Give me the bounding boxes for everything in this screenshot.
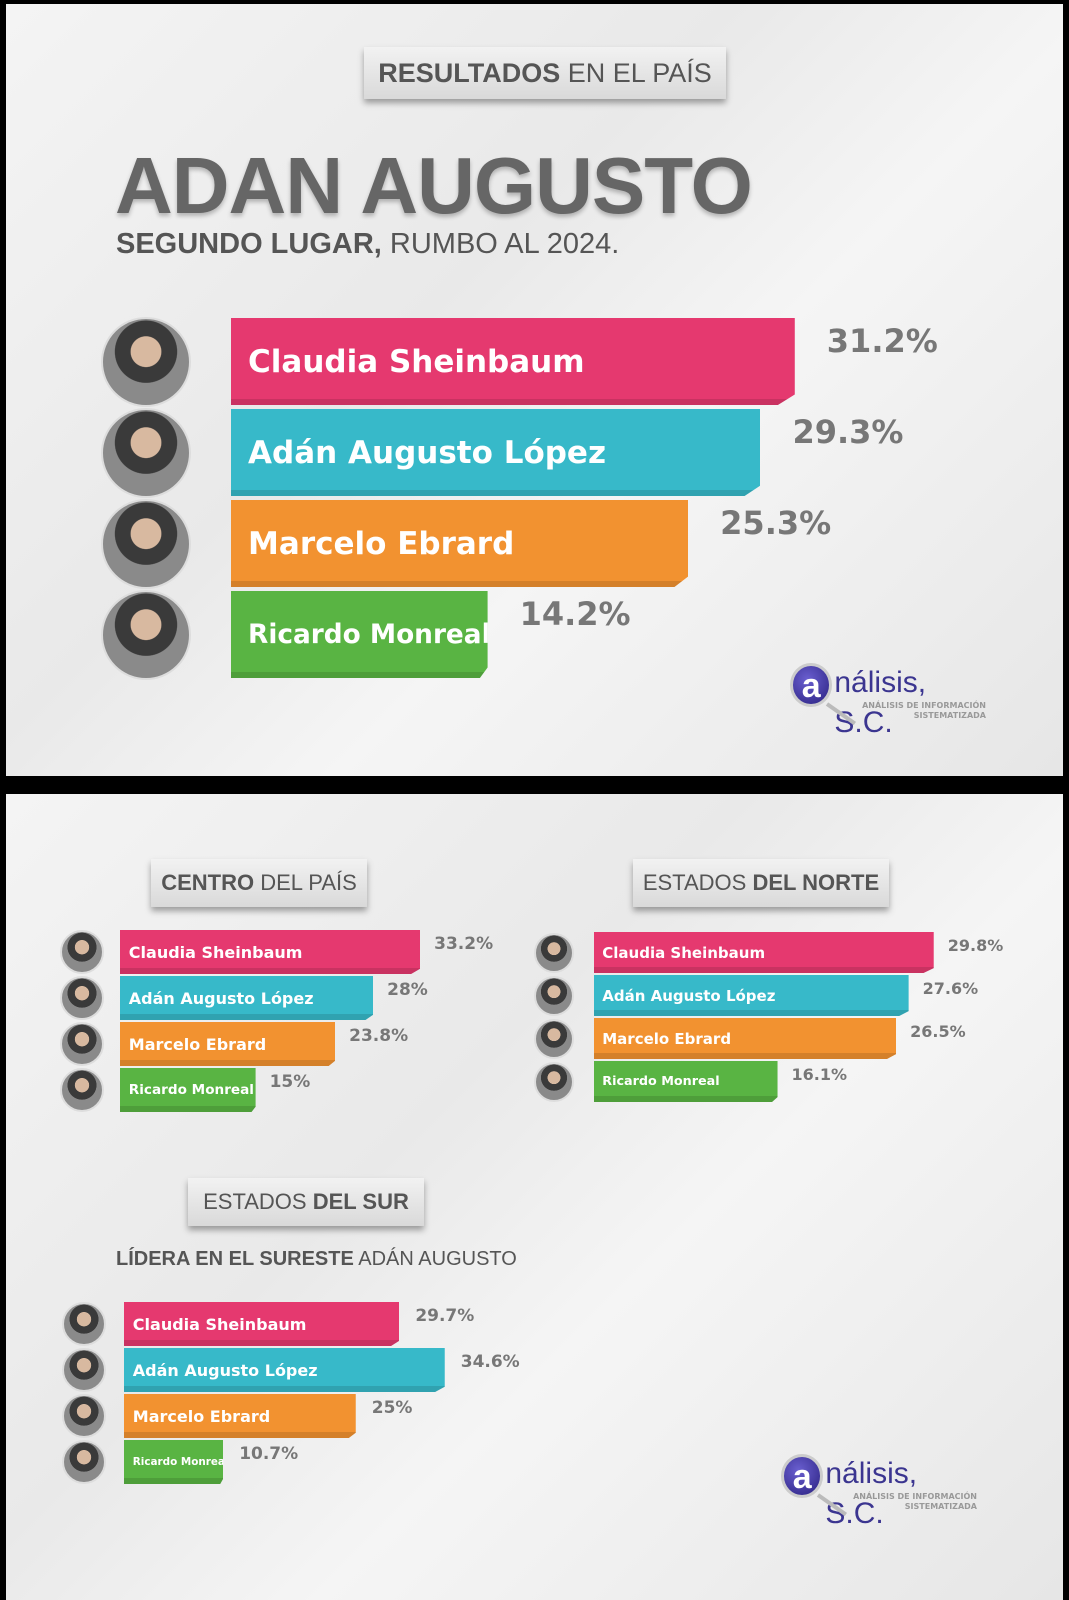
candidate-photo	[534, 1061, 574, 1102]
logo-name: nálisis, S.C.	[834, 666, 927, 739]
tag-normal: DEL PAÍS	[254, 870, 357, 895]
data-label: 23.8%	[349, 1026, 409, 1046]
centro-tag: CENTRO DEL PAÍS	[151, 859, 367, 907]
data-label: 14.2%	[519, 595, 631, 633]
bar-claudia-sheinbaum: Claudia Sheinbaum	[120, 930, 421, 974]
tag-bold: DEL NORTE	[752, 870, 880, 895]
candidate-photo	[534, 975, 574, 1016]
tag-normal: ESTADOS	[642, 870, 753, 895]
bar-label: Claudia Sheinbaum	[248, 343, 585, 380]
tag-bold: RESULTADOS	[378, 58, 561, 88]
bar-label: Marcelo Ebrard	[132, 1406, 271, 1426]
data-label: 34.6%	[460, 1352, 520, 1372]
bar-label: Adán Augusto López	[602, 986, 776, 1005]
data-label: 29.7%	[415, 1306, 475, 1326]
data-label: 28%	[387, 980, 428, 1000]
logo-tagline: ANÁLISIS DE INFORMACIÓN SISTEMATIZADA	[853, 1492, 977, 1511]
bar-ricardo-monreal: Ricardo Monreal	[231, 591, 488, 678]
page-subtitle: SEGUNDO LUGAR, RUMBO AL 2024.	[116, 228, 619, 261]
bar-marcelo-ebrard: Marcelo Ebrard	[120, 1022, 336, 1066]
logo-name: nálisis, S.C.	[825, 1457, 918, 1530]
subtitle-normal: RUMBO AL 2024.	[381, 228, 620, 260]
magnifier-logo-icon: a	[790, 663, 833, 707]
bar-label: Claudia Sheinbaum	[128, 942, 303, 962]
candidate-photo	[62, 1348, 106, 1392]
bar-label: Marcelo Ebrard	[248, 525, 515, 562]
data-label: 31.2%	[826, 322, 938, 360]
tag-normal: ESTADOS	[203, 1189, 313, 1214]
bar-label: Adán Augusto López	[132, 1360, 318, 1380]
bar-claudia-sheinbaum: Claudia Sheinbaum	[231, 318, 795, 405]
norte-tag: ESTADOS DEL NORTE	[633, 859, 889, 907]
candidate-photo	[62, 1302, 106, 1346]
analisis-logo: a nálisis, S.C. ANÁLISIS DE INFORMACIÓN SIS…	[781, 1454, 977, 1530]
bar-claudia-sheinbaum: Claudia Sheinbaum	[124, 1302, 400, 1346]
bar-ad-n-augusto-l-pez: Adán Augusto López	[594, 975, 909, 1016]
candidate-photo	[101, 589, 191, 680]
tag-bold: DEL SUR	[312, 1189, 409, 1214]
candidate-photo	[60, 1068, 104, 1112]
candidate-photo	[62, 1440, 106, 1484]
bar-label: Ricardo Monreal	[248, 619, 491, 650]
candidate-photo	[101, 316, 191, 407]
bar-marcelo-ebrard: Marcelo Ebrard	[594, 1018, 897, 1059]
subtitle-bold: LÍDERA EN EL SURESTE	[116, 1248, 354, 1270]
page-title: ADAN AUGUSTO	[115, 141, 753, 230]
bar-ricardo-monreal: Ricardo Monreal	[124, 1440, 224, 1484]
bar-claudia-sheinbaum: Claudia Sheinbaum	[594, 932, 934, 973]
national-results-tag: RESULTADOS EN EL PAÍS	[364, 47, 726, 99]
bar-ad-n-augusto-l-pez: Adán Augusto López	[120, 976, 374, 1020]
data-label: 27.6%	[922, 979, 979, 998]
bar-ricardo-monreal: Ricardo Monreal	[120, 1068, 256, 1112]
subtitle-normal: ADÁN AUGUSTO	[353, 1248, 517, 1270]
tag-bold: CENTRO	[161, 870, 255, 895]
bar-ricardo-monreal: Ricardo Monreal	[594, 1061, 778, 1102]
candidate-photo	[60, 930, 104, 974]
bar-marcelo-ebrard: Marcelo Ebrard	[124, 1394, 356, 1438]
bar-marcelo-ebrard: Marcelo Ebrard	[231, 500, 689, 587]
bar-ad-n-augusto-l-pez: Adán Augusto López	[231, 409, 761, 496]
subtitle-bold: SEGUNDO LUGAR,	[116, 228, 382, 260]
bar-label: Marcelo Ebrard	[128, 1034, 267, 1054]
candidate-photo	[534, 932, 574, 973]
candidate-photo	[62, 1394, 106, 1438]
data-label: 26.5%	[910, 1022, 966, 1041]
analisis-logo: a nálisis, S.C. ANÁLISIS DE INFORMACIÓN SIS…	[790, 663, 986, 739]
magnifier-logo-icon: a	[781, 1454, 824, 1498]
candidate-photo	[60, 976, 104, 1020]
logo-tagline: ANÁLISIS DE INFORMACIÓN SISTEMATIZADA	[862, 701, 986, 720]
data-label: 29.8%	[947, 936, 1004, 955]
bar-label: Adán Augusto López	[128, 988, 314, 1008]
candidate-photo	[534, 1018, 574, 1059]
data-label: 29.3%	[792, 413, 904, 451]
bar-ad-n-augusto-l-pez: Adán Augusto López	[124, 1348, 445, 1392]
data-label: 25%	[371, 1398, 413, 1418]
bar-label: Ricardo Monreal	[128, 1082, 254, 1098]
data-label: 25.3%	[720, 504, 832, 542]
bar-label: Claudia Sheinbaum	[602, 943, 766, 962]
sur-tag: ESTADOS DEL SUR	[188, 1178, 424, 1226]
candidate-photo	[60, 1022, 104, 1066]
bar-label: Marcelo Ebrard	[602, 1029, 732, 1048]
bar-label: Ricardo Monreal	[602, 1074, 720, 1089]
candidate-photo	[101, 498, 191, 589]
data-label: 15%	[269, 1072, 311, 1092]
bar-label: Ricardo Monreal	[132, 1456, 229, 1468]
bar-label: Adán Augusto López	[248, 434, 606, 471]
data-label: 16.1%	[791, 1065, 848, 1084]
tag-normal: EN EL PAÍS	[560, 58, 712, 88]
data-label: 33.2%	[434, 934, 494, 954]
data-label: 10.7%	[239, 1444, 299, 1464]
candidate-photo	[101, 407, 191, 498]
bar-label: Claudia Sheinbaum	[132, 1314, 307, 1334]
sur-subtitle: LÍDERA EN EL SURESTE ADÁN AUGUSTO	[116, 1248, 517, 1271]
